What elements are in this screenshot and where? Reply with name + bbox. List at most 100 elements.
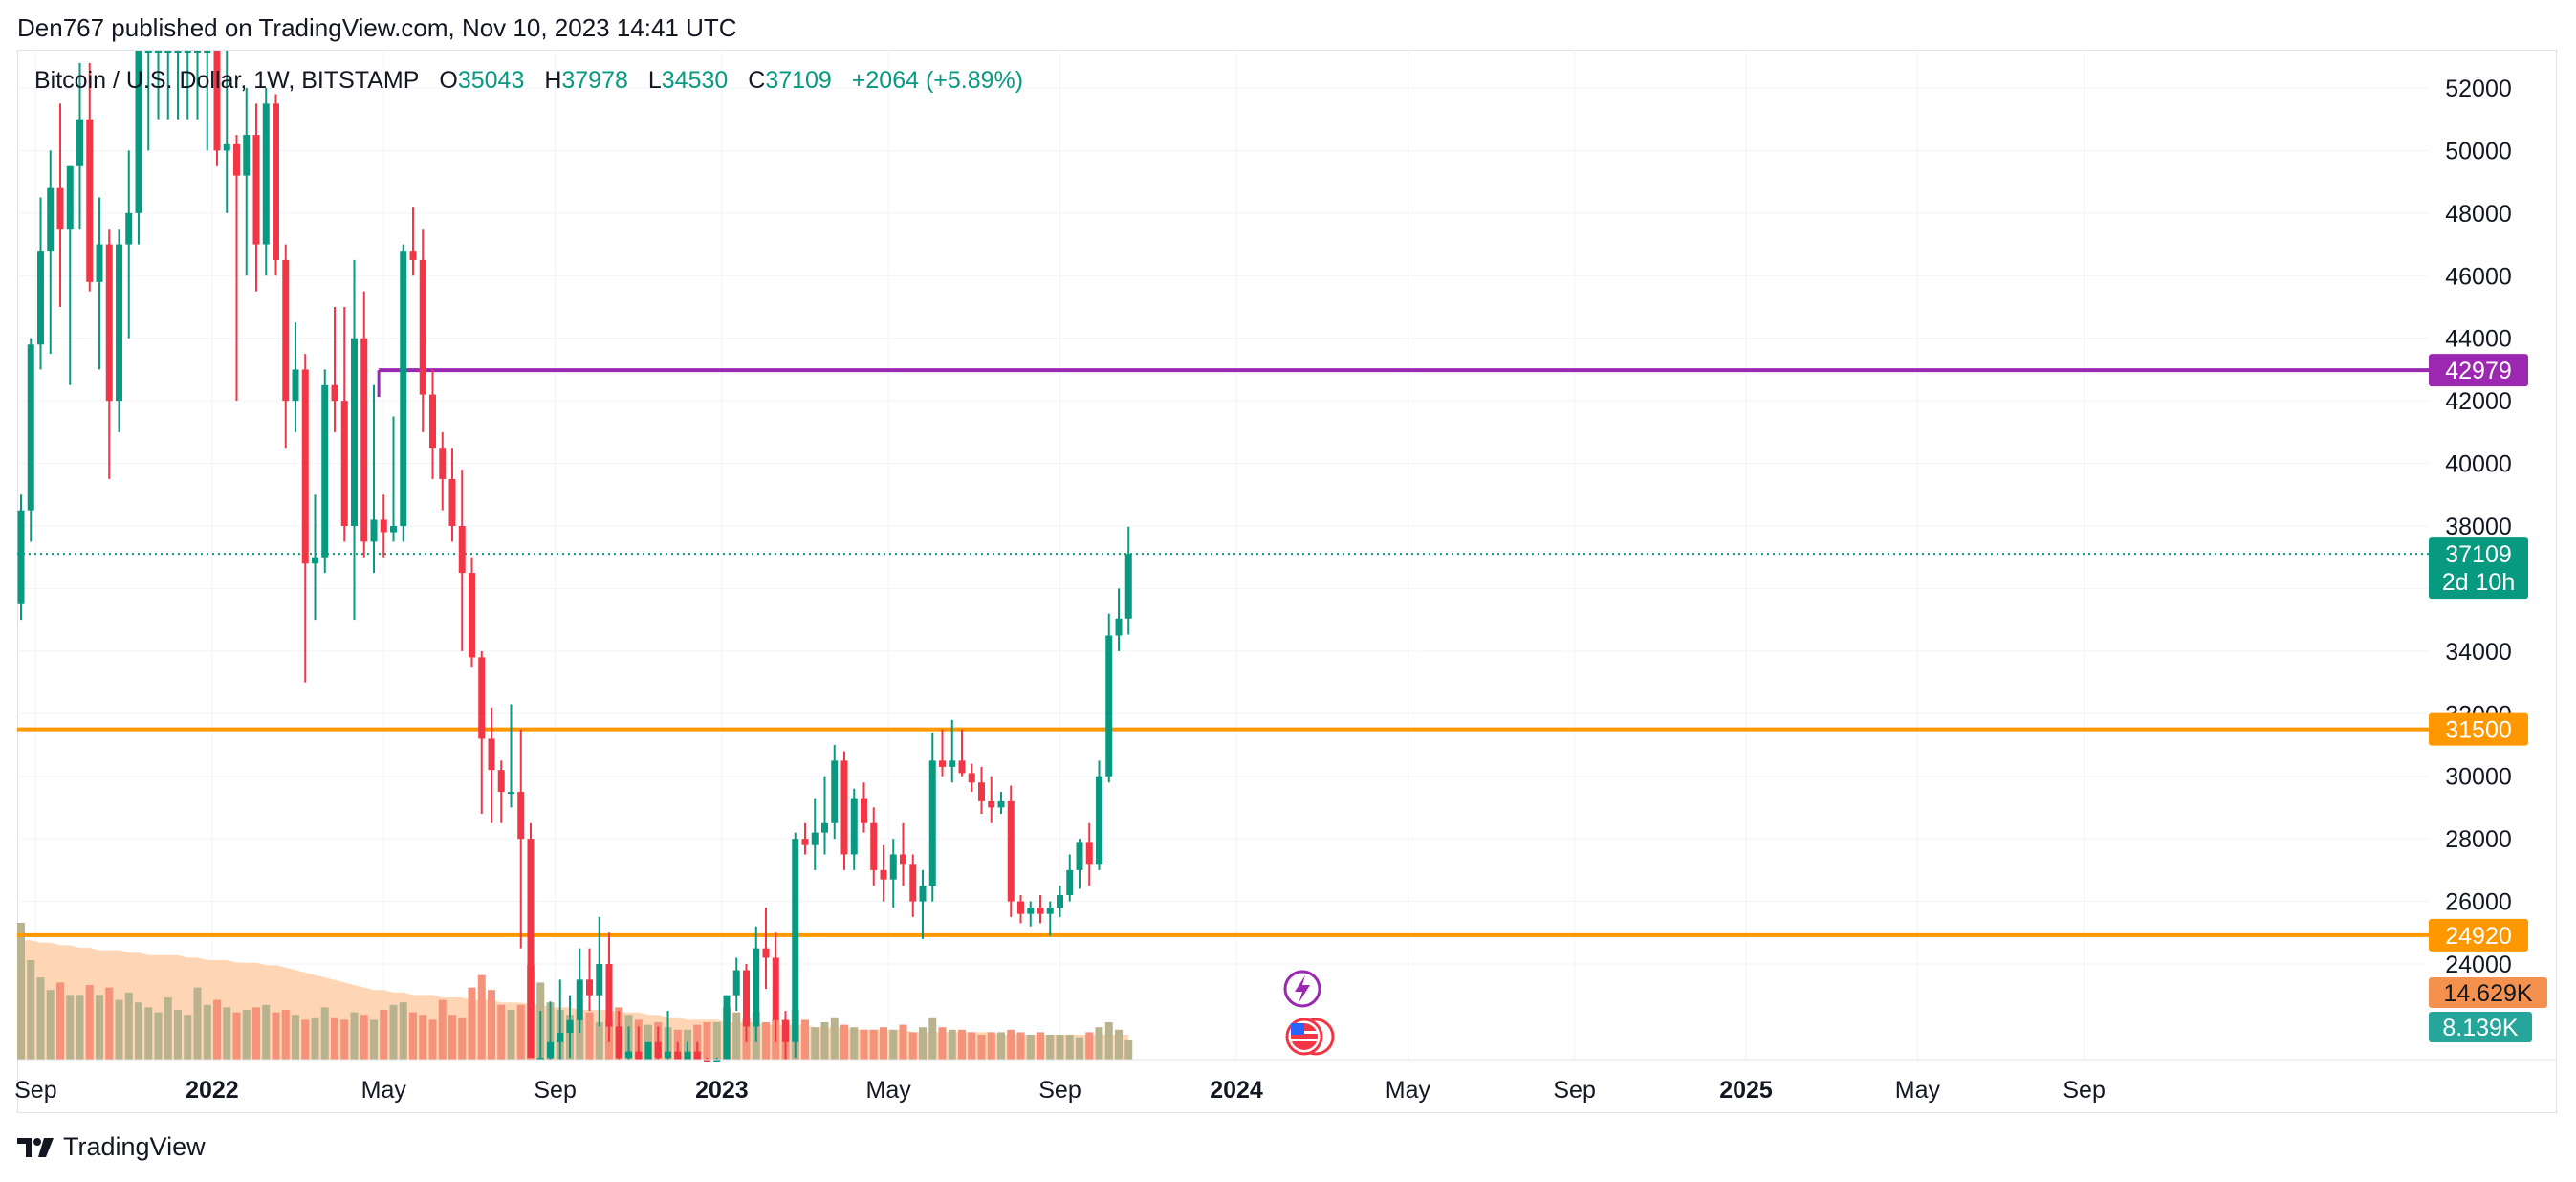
candle-body: [850, 798, 858, 855]
x-tick-label: May: [866, 1077, 912, 1104]
y-tick-label: 44000: [2445, 326, 2512, 353]
volume-bar: [948, 1029, 956, 1060]
candle-body: [360, 338, 368, 542]
candles: [17, 51, 1132, 1062]
volume-bar: [184, 1015, 192, 1060]
candle-body: [693, 1051, 701, 1060]
volume-bar: [1007, 1029, 1015, 1060]
candle-body: [155, 51, 162, 53]
footer: TradingView: [17, 1132, 206, 1162]
y-tick-label: 34000: [2445, 639, 2512, 666]
volume-bar: [380, 1010, 388, 1060]
candle-body: [1085, 842, 1093, 865]
volume-bar: [1115, 1029, 1123, 1060]
high-label: H: [544, 67, 562, 94]
candle-body: [488, 738, 495, 771]
candle-body: [919, 886, 927, 902]
candle-body: [243, 135, 251, 176]
volume-bar: [370, 1019, 378, 1060]
volume-bar: [488, 990, 495, 1060]
volume-bar: [712, 1022, 721, 1060]
volume-bar: [889, 1029, 898, 1060]
volume-bar: [762, 1022, 770, 1060]
volume-bar: [928, 1017, 937, 1060]
volume-bar: [252, 1007, 260, 1060]
x-tick-label: Sep: [1553, 1077, 1595, 1104]
candle-body: [469, 573, 475, 658]
volume-bar: [850, 1027, 859, 1060]
volume-bar: [595, 1022, 603, 1060]
y-tick-label: 30000: [2445, 764, 2512, 791]
axes: 2400026000280003000032000340003600038000…: [14, 76, 2557, 1104]
candle-body: [753, 948, 760, 1027]
volume-bar: [1124, 1040, 1133, 1060]
candle-body: [762, 948, 770, 958]
volume-bar: [272, 1012, 280, 1060]
volume-bar: [105, 987, 114, 1060]
open-label: O: [439, 67, 458, 94]
badge-volume-ma: [2429, 977, 2547, 1008]
candle-body: [174, 51, 182, 53]
volume-bar: [1095, 1027, 1103, 1060]
candle-body: [390, 526, 397, 533]
candle-body: [282, 259, 290, 402]
volume-bar: [468, 987, 476, 1060]
volume-bar: [389, 1004, 398, 1060]
horizontal-levels[interactable]: [17, 368, 2429, 937]
candle-body: [772, 957, 779, 1020]
candle-body: [116, 244, 122, 402]
label-resistance: 42979: [2445, 358, 2512, 384]
lightning-event-icon[interactable]: [1283, 970, 1321, 1008]
volume-bar: [516, 1004, 525, 1060]
candle-body: [380, 519, 387, 533]
y-tick-label: 38000: [2445, 514, 2512, 540]
candle-body: [56, 187, 64, 230]
volume-bar: [281, 1010, 290, 1060]
volume-bar: [223, 1007, 231, 1060]
candle-body: [596, 964, 603, 996]
symbol-title[interactable]: Bitcoin / U.S. Dollar, 1W, BITSTAMP: [34, 67, 420, 94]
y-tick-label: 28000: [2445, 826, 2512, 853]
us-flag-event-icon[interactable]: [1285, 1018, 1335, 1056]
y-tick-label: 40000: [2445, 451, 2512, 478]
volume-bar: [1056, 1035, 1064, 1060]
candle-body: [497, 770, 505, 793]
candle-body: [262, 103, 270, 245]
candle-body: [135, 51, 142, 213]
candle-body: [665, 1051, 671, 1059]
candle-body: [840, 760, 848, 855]
volume-bar: [938, 1027, 947, 1060]
volume-bar: [350, 1012, 359, 1060]
candle-body: [1066, 869, 1074, 896]
candle-body: [301, 369, 309, 564]
candle-body: [900, 854, 906, 865]
candle-body: [635, 1051, 643, 1060]
volume-bar: [507, 1010, 515, 1060]
volume-bar: [860, 1029, 868, 1060]
candle-body: [782, 1019, 789, 1042]
event-markers[interactable]: [1283, 970, 1335, 1056]
candle-body: [321, 384, 329, 558]
candle-body: [1046, 908, 1054, 914]
candle-body: [684, 1051, 691, 1060]
volume-bar: [869, 1029, 878, 1060]
candle-body: [144, 51, 152, 53]
volume-bar: [703, 1022, 711, 1060]
tradingview-logo-icon[interactable]: [17, 1136, 55, 1159]
volume-bar: [213, 999, 221, 1060]
candle-body: [861, 798, 867, 823]
candle-body: [831, 760, 839, 823]
volume-bar: [1076, 1037, 1083, 1060]
candle-body: [928, 760, 936, 886]
label-volume: 8.139K: [2442, 1015, 2519, 1041]
volume-bar: [732, 1012, 741, 1060]
volume-bar: [880, 1027, 887, 1060]
candle-body: [939, 760, 946, 767]
badge-support-lower: [2429, 918, 2528, 952]
candle-body: [96, 244, 103, 282]
volume-bar: [135, 1002, 142, 1060]
volume-bar: [262, 1004, 271, 1060]
volume-bar: [458, 1017, 467, 1060]
candle-body: [704, 1060, 710, 1062]
